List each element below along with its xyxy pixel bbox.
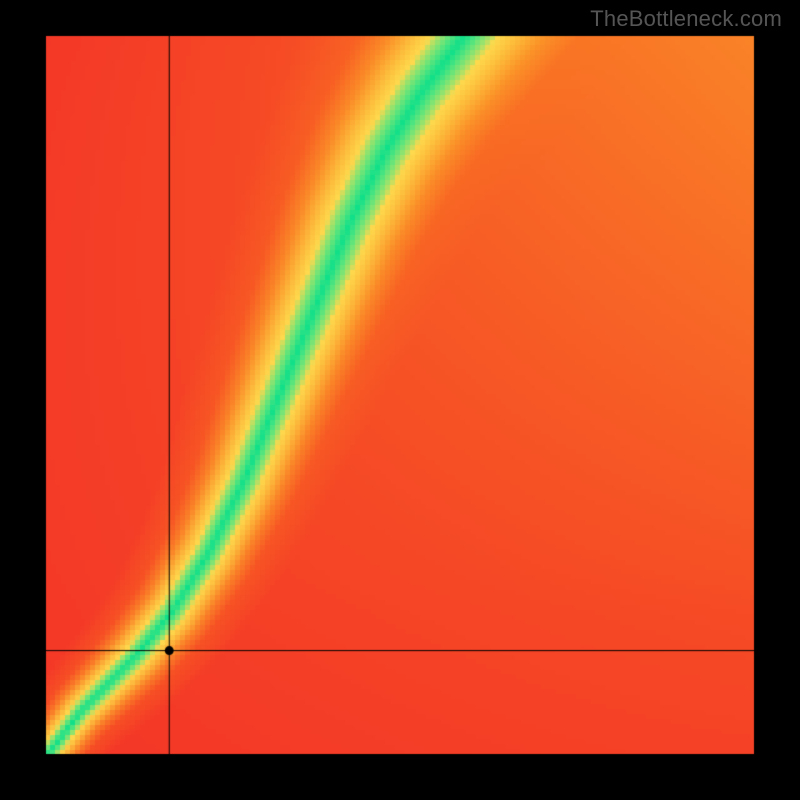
watermark-text: TheBottleneck.com (590, 6, 782, 32)
heatmap-canvas (0, 0, 800, 800)
chart-container: TheBottleneck.com (0, 0, 800, 800)
